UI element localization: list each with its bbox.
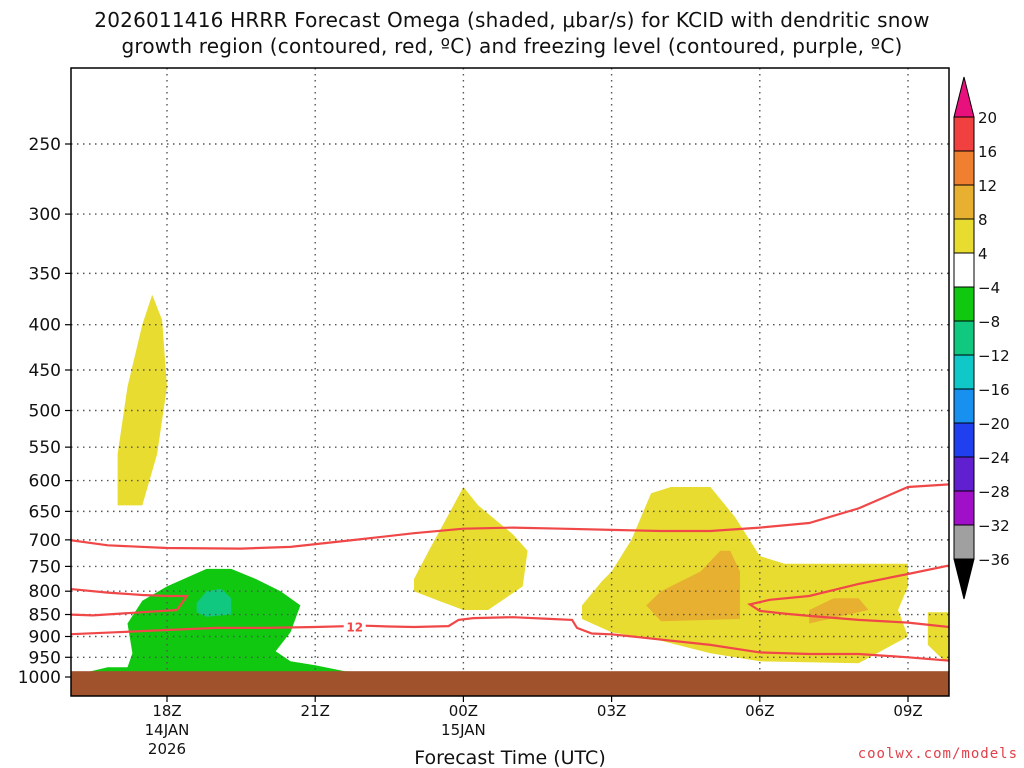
chart-title-line2: growth region (contoured, red, ºC) and f… <box>121 34 903 58</box>
colorbar-swatch-0 <box>953 116 975 152</box>
omega-region-6 <box>83 568 390 676</box>
y-tick-label-350: 350 <box>29 264 61 284</box>
y-tick-label-800: 800 <box>29 582 61 602</box>
x-tick-year-18Z: 2026 <box>148 740 186 758</box>
colorbar-swatch-8 <box>953 388 975 424</box>
colorbar-swatch-5 <box>953 286 975 322</box>
omega-region-1 <box>414 487 528 610</box>
x-tick-label-06Z: 06Z <box>745 702 774 720</box>
dgz-contour-3 <box>747 564 949 629</box>
x-tick-label-18Z: 18Z <box>152 702 181 720</box>
y-tick-label-1000: 1000 <box>18 668 61 688</box>
x-tick-date-18Z: 14JAN <box>145 721 190 739</box>
colorbar-swatch-12 <box>953 524 975 560</box>
y-tick-label-300: 300 <box>29 205 61 225</box>
colorbar-label-13: −36 <box>978 551 1010 569</box>
plot-frame <box>70 67 950 697</box>
colorbar-label-0: 20 <box>978 109 997 127</box>
colorbar-label-9: −20 <box>978 415 1010 433</box>
omega-region-4 <box>646 550 740 622</box>
dgz-contour-label: 12 <box>346 621 363 635</box>
colorbar-swatch-3 <box>953 218 975 254</box>
dgz-contour-label-bg <box>343 618 366 634</box>
y-tick-label-950: 950 <box>29 648 61 668</box>
colorbar-label-11: −28 <box>978 483 1010 501</box>
colorbar-label-8: −16 <box>978 381 1010 399</box>
colorbar-top-arrow <box>953 76 975 118</box>
colorbar-swatch-2 <box>953 184 975 220</box>
dgz-contour-2 <box>71 616 949 662</box>
colorbar-label-2: 12 <box>978 177 997 195</box>
dgz-contour-1 <box>71 587 189 617</box>
chart-title-line1: 2026011416 HRRR Forecast Omega (shaded, … <box>94 8 930 32</box>
y-tick-label-650: 650 <box>29 502 61 522</box>
y-tick-label-400: 400 <box>29 316 61 336</box>
colorbar-label-1: 16 <box>978 143 997 161</box>
x-axis-title: Forecast Time (UTC) <box>414 747 605 768</box>
y-axis: 2503003504004505005506006507007508008509… <box>18 135 71 688</box>
x-tick-label-00Z: 00Z <box>449 702 478 720</box>
x-tick-label-03Z: 03Z <box>597 702 626 720</box>
site-credit: coolwx.com/models <box>857 746 1018 762</box>
ground-layer <box>71 671 949 696</box>
y-tick-label-700: 700 <box>29 531 61 551</box>
colorbar-swatch-11 <box>953 490 975 526</box>
colorbar-label-3: 8 <box>978 211 988 229</box>
colorbar-swatch-9 <box>953 422 975 458</box>
y-tick-label-250: 250 <box>29 135 61 155</box>
colorbar-swatch-6 <box>953 320 975 356</box>
colorbar-swatch-4 <box>953 252 975 288</box>
y-tick-label-600: 600 <box>29 472 61 492</box>
colorbar-label-10: −24 <box>978 449 1010 467</box>
colorbar-bottom-arrow <box>953 558 975 600</box>
x-tick-date-00Z: 15JAN <box>441 721 486 739</box>
omega-region-0 <box>117 294 167 506</box>
y-tick-label-900: 900 <box>29 627 61 647</box>
colorbar-label-12: −32 <box>978 517 1010 535</box>
omega-region-3 <box>927 612 949 661</box>
colorbar-swatch-10 <box>953 456 975 492</box>
colorbar-label-6: −8 <box>978 313 1000 331</box>
dgz-contour-0 <box>71 483 949 550</box>
y-tick-label-750: 750 <box>29 557 61 577</box>
y-tick-label-500: 500 <box>29 402 61 422</box>
ground-terrain <box>71 671 949 696</box>
colorbar-label-5: −4 <box>978 279 1000 297</box>
colorbar-swatch-7 <box>953 354 975 390</box>
x-tick-label-09Z: 09Z <box>893 702 922 720</box>
x-tick-label-21Z: 21Z <box>301 702 330 720</box>
omega-region-7 <box>196 588 232 617</box>
colorbar-swatch-1 <box>953 150 975 186</box>
y-tick-label-450: 450 <box>29 361 61 381</box>
dgz-contour-layer: 12 <box>71 483 949 662</box>
y-tick-label-850: 850 <box>29 606 61 626</box>
y-tick-label-550: 550 <box>29 438 61 458</box>
colorbar: 20 16 12 8 4 −4 −8 −12 −16 −20 −24 −28 −32 −36 <box>953 76 1010 600</box>
colorbar-label-4: 4 <box>978 245 988 263</box>
colorbar-label-7: −12 <box>978 347 1010 365</box>
